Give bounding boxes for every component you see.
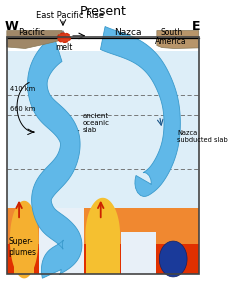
Bar: [14, 238, 34, 274]
Bar: [86, 235, 120, 274]
Text: melt: melt: [55, 44, 73, 52]
Text: Super-
plumes: Super- plumes: [8, 237, 36, 257]
Polygon shape: [85, 198, 120, 272]
Text: 660 km: 660 km: [10, 106, 36, 112]
Polygon shape: [159, 241, 186, 277]
Polygon shape: [59, 31, 67, 38]
Text: Nazca
subducted slab: Nazca subducted slab: [176, 130, 227, 143]
Bar: [7, 208, 198, 274]
Polygon shape: [156, 31, 198, 49]
Text: ancient
oceanic
slab: ancient oceanic slab: [82, 113, 109, 133]
Text: East Pacific Rise: East Pacific Rise: [36, 11, 104, 20]
Text: W: W: [5, 20, 19, 33]
Bar: [7, 37, 198, 274]
Polygon shape: [27, 35, 82, 278]
Polygon shape: [100, 27, 179, 196]
Ellipse shape: [57, 33, 70, 43]
Text: Present: Present: [79, 4, 126, 18]
Polygon shape: [10, 201, 38, 278]
Bar: [7, 244, 198, 274]
Polygon shape: [7, 31, 62, 49]
Bar: [121, 232, 155, 274]
Text: South
America: South America: [155, 28, 186, 46]
Text: E: E: [191, 20, 199, 33]
Text: Pacific: Pacific: [18, 28, 45, 37]
Bar: [39, 208, 84, 274]
Text: Nazca: Nazca: [113, 28, 141, 37]
Text: 410 km: 410 km: [10, 86, 36, 92]
Bar: [7, 52, 198, 274]
